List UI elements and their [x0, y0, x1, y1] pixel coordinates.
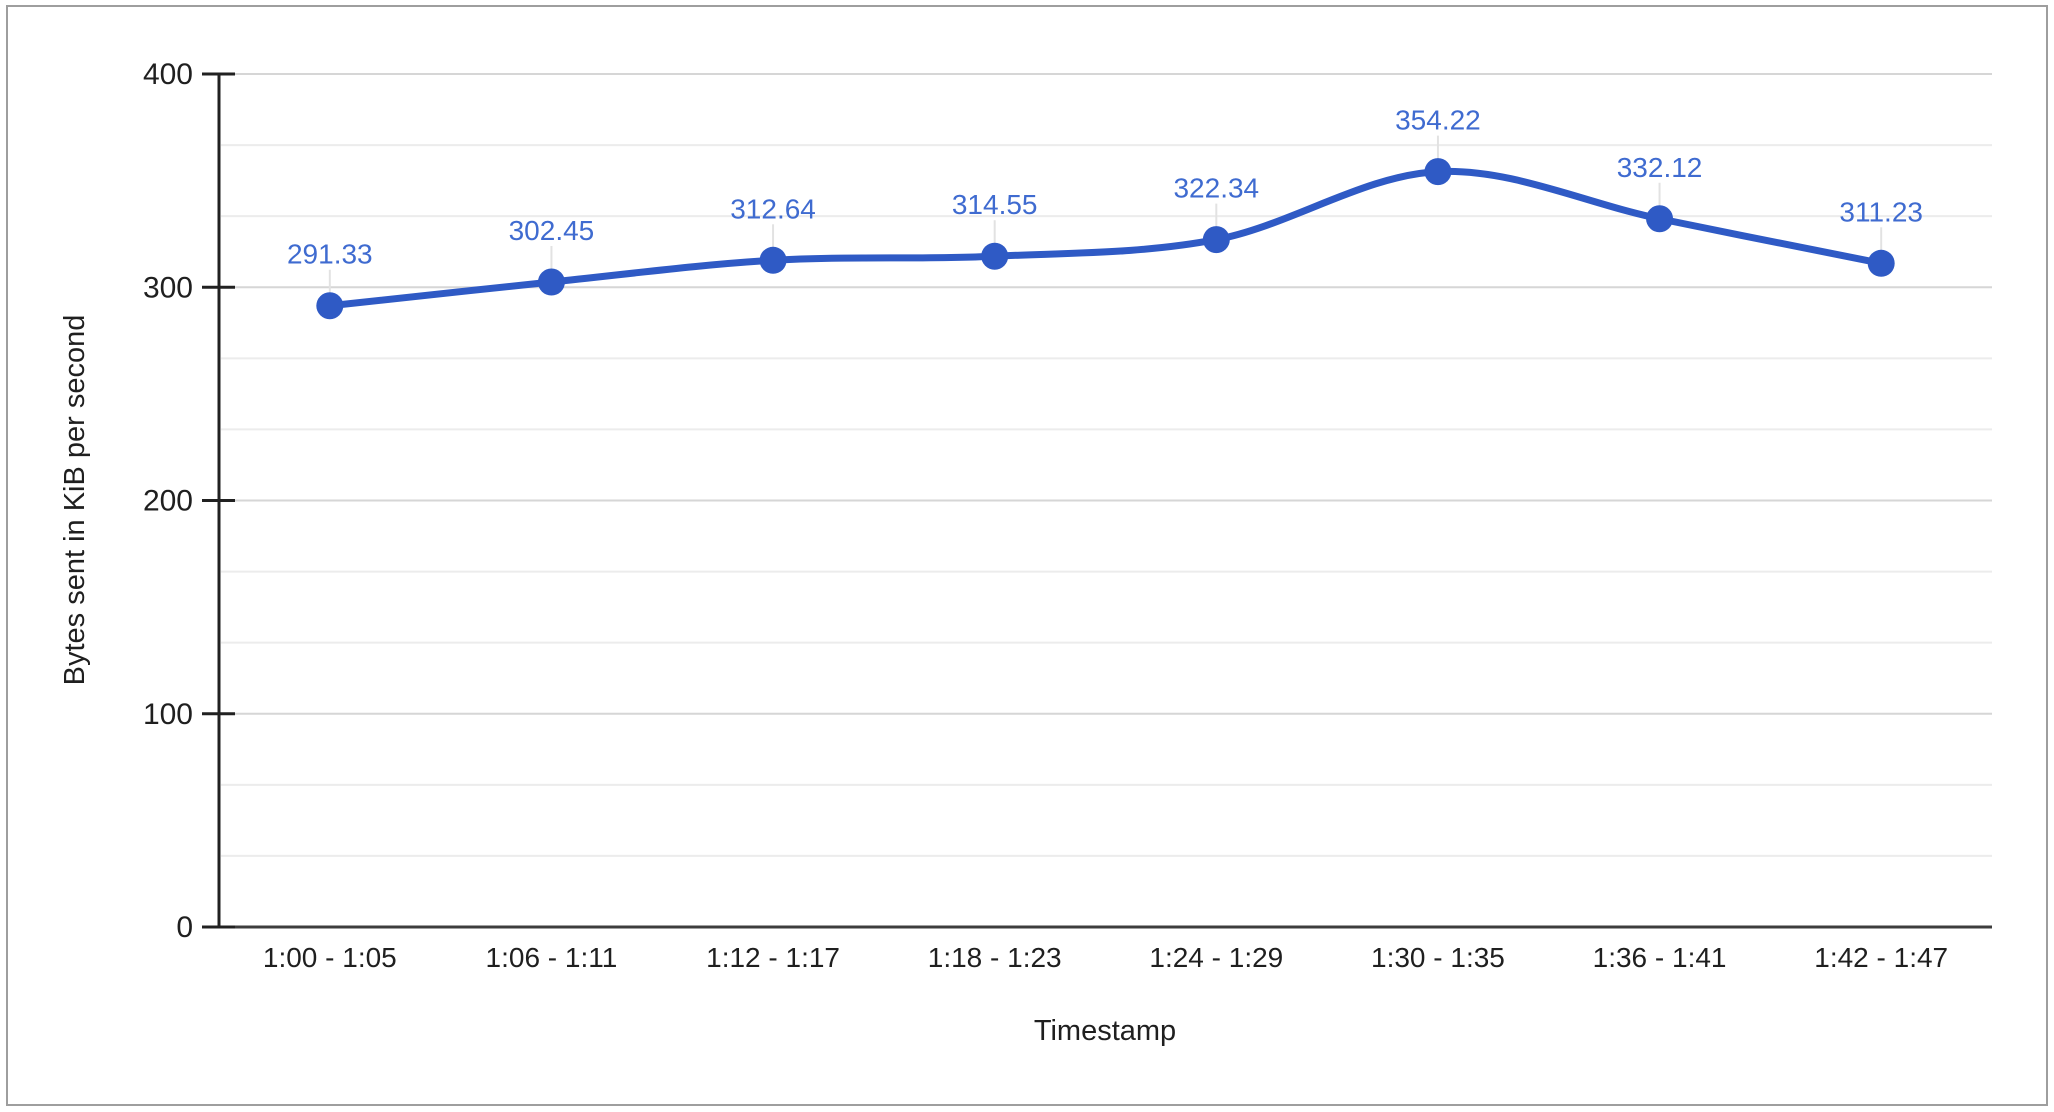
- y-axis-tick-label: 400: [143, 58, 193, 91]
- data-point-marker[interactable]: [537, 268, 565, 296]
- x-axis-category-label: 1:36 - 1:41: [1593, 942, 1727, 973]
- x-axis-category-label: 1:24 - 1:29: [1149, 942, 1283, 973]
- data-point-marker[interactable]: [981, 242, 1009, 270]
- data-point-marker[interactable]: [1867, 249, 1895, 277]
- data-point-label: 314.55: [952, 189, 1038, 220]
- x-axis-category-label: 1:06 - 1:11: [486, 942, 618, 973]
- data-point-label: 291.33: [287, 239, 373, 270]
- data-point-label: 322.34: [1173, 173, 1259, 204]
- x-axis-title: Timestamp: [1034, 1015, 1176, 1047]
- data-point-label: 312.64: [730, 193, 816, 224]
- y-axis-tick-label: 200: [143, 485, 193, 518]
- y-axis-title: Bytes sent in KiB per second: [59, 315, 91, 686]
- x-axis-category-label: 1:18 - 1:23: [928, 942, 1062, 973]
- data-point-marker[interactable]: [1646, 205, 1674, 233]
- data-point-label: 302.45: [509, 215, 595, 246]
- data-point-label: 354.22: [1395, 105, 1481, 136]
- y-axis-tick-label: 0: [176, 911, 193, 944]
- data-point-marker[interactable]: [759, 246, 787, 274]
- x-axis-category-label: 1:30 - 1:35: [1371, 942, 1505, 973]
- x-axis-category-label: 1:42 - 1:47: [1814, 942, 1948, 973]
- y-axis-tick-label: 300: [143, 271, 193, 304]
- data-point-marker[interactable]: [316, 292, 344, 320]
- chart-border: [6, 5, 2048, 1106]
- data-point-marker[interactable]: [1202, 226, 1230, 254]
- x-axis-category-label: 1:00 - 1:05: [263, 942, 397, 973]
- plot-area: 0 100 200 300 400 1:00 - 1:05 1:06 - 1:11 1:12 …: [143, 58, 1992, 973]
- x-axis-category-label: 1:12 - 1:17: [706, 942, 840, 973]
- series-line: [326, 167, 1885, 310]
- data-point-label: 332.12: [1617, 152, 1703, 183]
- data-point-label: 311.23: [1839, 196, 1923, 227]
- y-axis-tick-label: 100: [143, 698, 193, 731]
- data-point-marker[interactable]: [1424, 158, 1452, 186]
